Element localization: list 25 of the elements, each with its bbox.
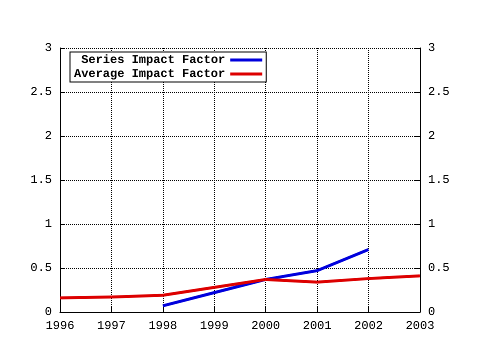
x-tick-label: 2003 bbox=[406, 319, 434, 333]
y-tick-label: 1.5 bbox=[30, 173, 52, 187]
x-tick-label: 2000 bbox=[251, 319, 280, 333]
x-tick-label: 2001 bbox=[302, 319, 332, 333]
y-tick-label: 3 bbox=[44, 41, 52, 55]
y2-tick-label: 1.5 bbox=[428, 173, 450, 187]
y2-tick-label: 3 bbox=[428, 41, 436, 55]
y2-tick-label: 0.5 bbox=[428, 261, 450, 275]
y-tick-label: 2.5 bbox=[30, 85, 52, 99]
legend-label: Average Impact Factor bbox=[74, 67, 226, 81]
y-tick-label: 0 bbox=[44, 305, 52, 319]
x-tick-label: 1997 bbox=[97, 319, 126, 333]
y2-tick-label: 0 bbox=[428, 305, 436, 319]
y-tick-label: 2 bbox=[44, 129, 52, 143]
legend-label: Series Impact Factor bbox=[81, 53, 226, 67]
y2-tick-label: 2.5 bbox=[428, 85, 450, 99]
x-tick-label: 1996 bbox=[46, 319, 74, 333]
y2-tick-label: 1 bbox=[428, 217, 436, 231]
y-tick-label: 0.5 bbox=[30, 261, 52, 275]
x-tick-label: 2002 bbox=[354, 319, 383, 333]
line-series bbox=[58, 274, 422, 300]
x-tick-label: 1999 bbox=[200, 319, 229, 333]
y-tick-label: 1 bbox=[44, 217, 52, 231]
x-tick-label: 1998 bbox=[148, 319, 178, 333]
y2-tick-label: 2 bbox=[428, 129, 436, 143]
